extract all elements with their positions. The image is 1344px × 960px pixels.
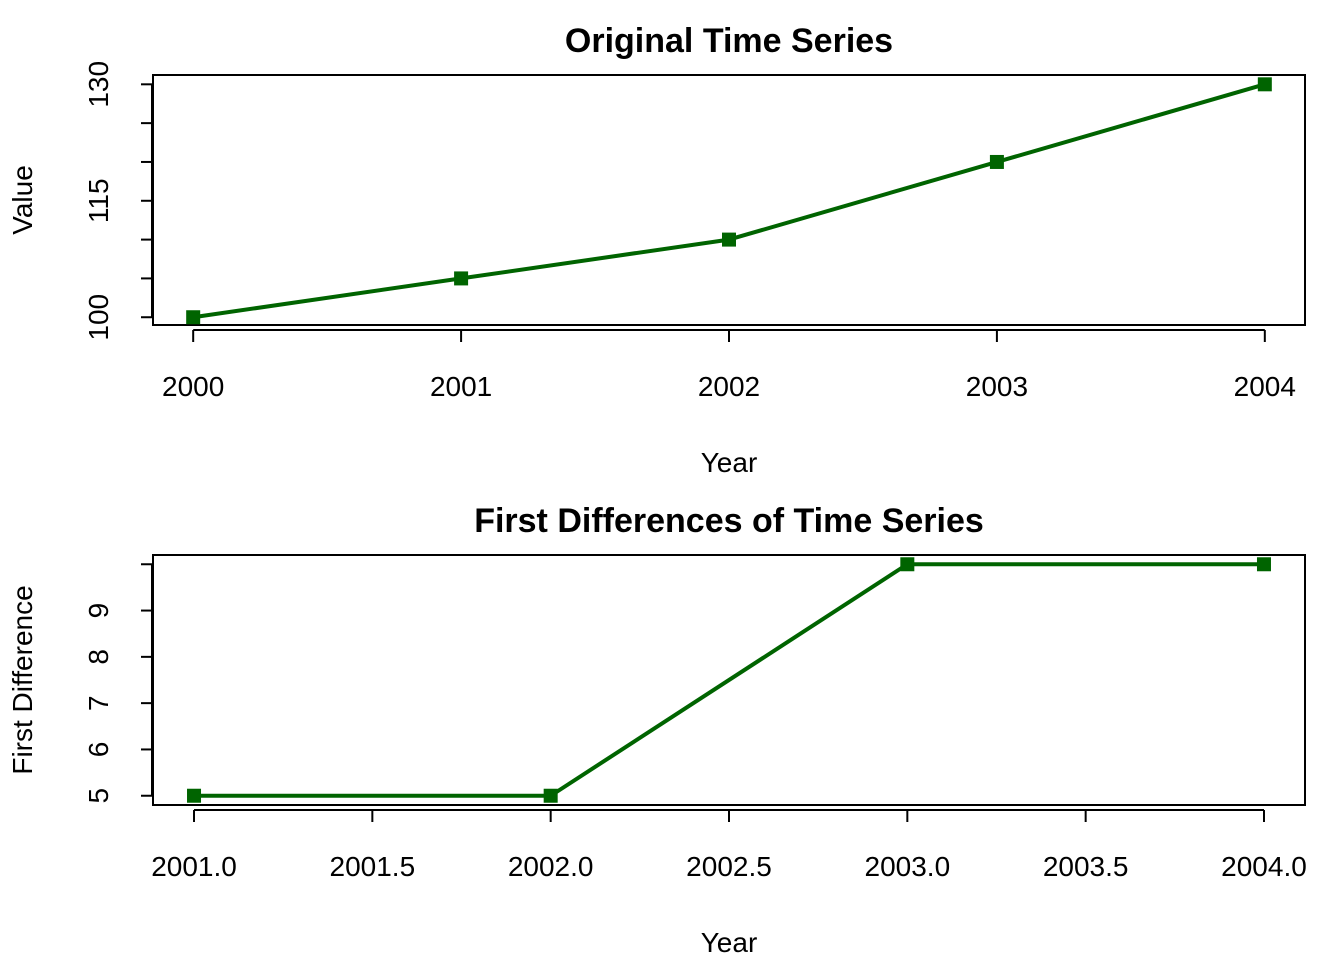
y-tick-label: 100 — [83, 294, 114, 341]
y-tick-label: 7 — [83, 695, 114, 711]
y-tick-label: 5 — [83, 788, 114, 804]
data-point-marker — [187, 788, 202, 803]
x-tick-label: 2001 — [430, 371, 492, 402]
data-point-marker — [989, 154, 1004, 169]
data-point-marker — [900, 557, 915, 572]
x-tick-label: 2003 — [966, 371, 1028, 402]
x-tick-label: 2001.0 — [151, 851, 237, 882]
data-point-marker — [454, 271, 469, 286]
x-tick-label: 2000 — [162, 371, 224, 402]
y-tick-label: 130 — [83, 61, 114, 108]
x-axis: 2001.0 2001.5 2002.0 2002.5 2003.0 2003.5 2004… — [151, 809, 1307, 882]
series-line — [187, 557, 1271, 803]
x-axis-label: Year — [701, 927, 758, 958]
x-axis: 2000 2001 2002 2003 2004 — [162, 329, 1296, 402]
x-axis-label: Year — [701, 447, 758, 478]
chart-title: First Differences of Time Series — [474, 502, 984, 540]
series-line-path — [194, 562, 1264, 798]
panel-original: Original Time Series 2000 2001 2002 2003 200… — [7, 22, 1306, 478]
x-tick-label: 2003.0 — [865, 851, 951, 882]
y-tick-label: 8 — [83, 649, 114, 665]
y-tick-label: 9 — [83, 603, 114, 619]
x-tick-label: 2004.0 — [1221, 851, 1307, 882]
series-line-path — [192, 82, 1266, 320]
x-tick-label: 2002.0 — [508, 851, 594, 882]
data-point-marker — [543, 788, 558, 803]
y-tick-label: 115 — [83, 178, 114, 223]
x-tick-label: 2001.5 — [330, 851, 416, 882]
series-line — [186, 77, 1272, 325]
x-tick-label: 2004 — [1234, 371, 1296, 402]
plot-frame — [152, 74, 1306, 326]
y-axis-label: First Difference — [7, 585, 38, 774]
y-axis: 5 6 7 8 9 — [83, 563, 153, 804]
y-tick-label: 6 — [83, 742, 114, 758]
y-axis: 100 115 130 — [83, 61, 153, 341]
x-tick-label: 2002.5 — [686, 851, 772, 882]
chart-title: Original Time Series — [565, 22, 893, 60]
y-axis-label: Value — [7, 165, 38, 235]
x-tick-label: 2003.5 — [1043, 851, 1129, 882]
x-tick-label: 2002 — [698, 371, 760, 402]
data-point-marker — [186, 310, 201, 325]
data-point-marker — [722, 232, 736, 247]
panel-differences: First Differences of Time Series 2001.0 2… — [7, 502, 1307, 958]
data-point-marker — [1256, 557, 1271, 572]
data-point-marker — [1257, 77, 1272, 92]
